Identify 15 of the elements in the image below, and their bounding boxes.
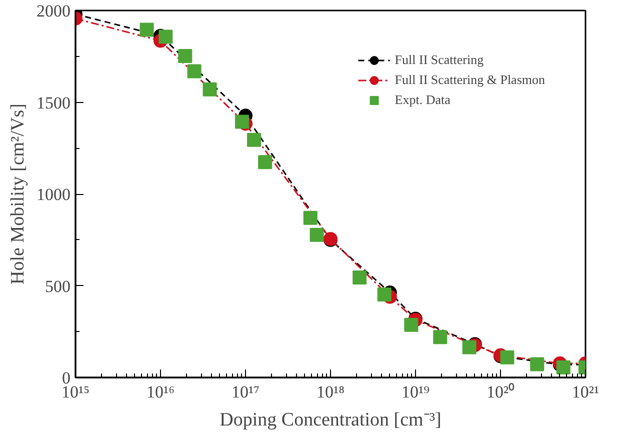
y-tick-label: 2000: [36, 2, 70, 20]
legend-label: Expt. Data: [394, 92, 450, 108]
x-tick-label: 10¹⁶: [146, 382, 175, 402]
x-tick-label: 10¹⁸: [316, 382, 345, 402]
x-tick-label: 10²¹: [572, 382, 600, 402]
x-tick-label: 10¹⁷: [231, 382, 260, 402]
y-axis-title: Hole Mobility [cm²/Vs]: [8, 104, 28, 284]
x-tick-label: 10²⁰: [486, 382, 515, 402]
y-tick-label: 1500: [36, 93, 70, 112]
legend-label: Full II Scattering & Plasmon: [394, 72, 545, 88]
legend-label: Full II Scattering: [394, 52, 484, 68]
y-tick-label: 1000: [36, 185, 70, 204]
x-axis-title: Doping Concentration [cm⁻³]: [220, 410, 442, 430]
x-tick-label: 10¹⁹: [401, 382, 430, 402]
y-tick-label: 500: [45, 276, 70, 296]
